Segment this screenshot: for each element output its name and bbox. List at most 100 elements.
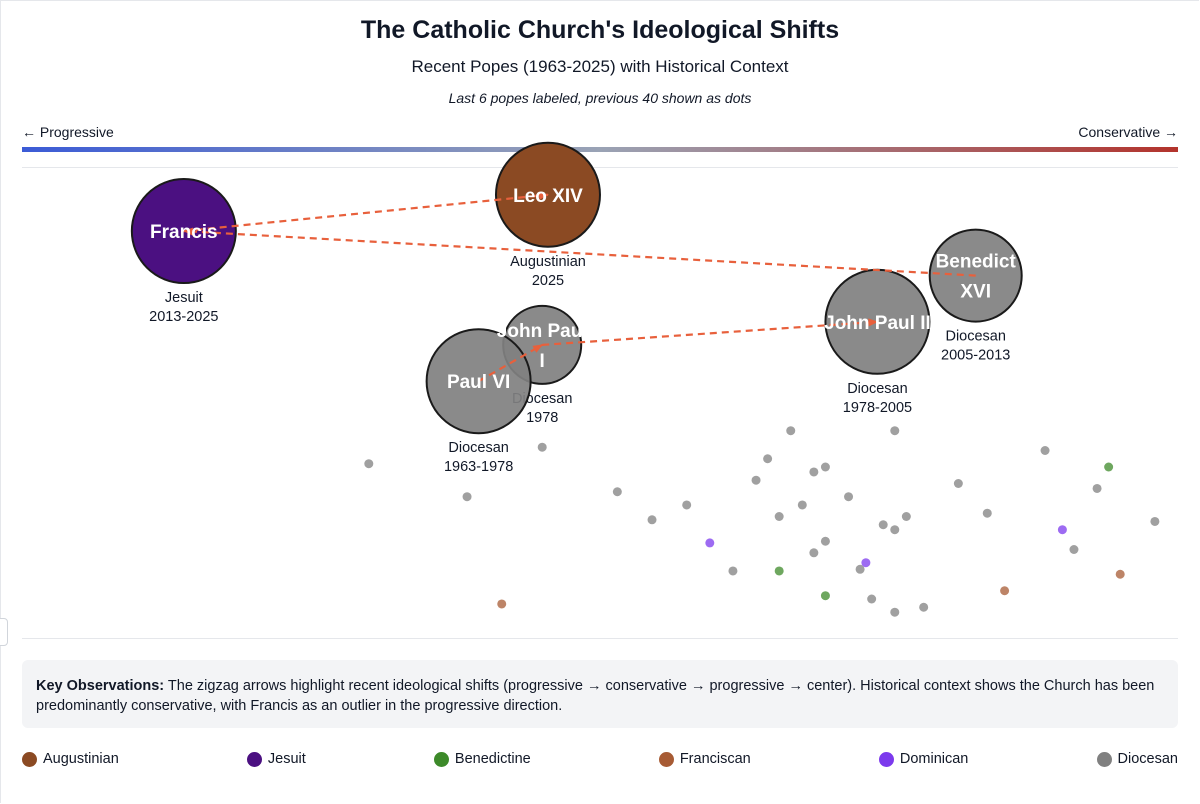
shift-arrows	[182, 191, 976, 383]
pope-name-francis: Francis	[150, 222, 218, 243]
legend-item: Diocesan	[1096, 751, 1178, 767]
pope-scatter-chart: Jesuit 2013-2025 Augustinian 2025 Diocesan 20…	[130, 141, 1160, 617]
historical-pope-dot	[953, 479, 963, 488]
historical-pope-dot	[497, 599, 507, 609]
shift-arrow	[478, 343, 544, 383]
legend-item: Franciscan	[658, 751, 751, 767]
legend-item: Jesuit	[246, 751, 306, 767]
historical-pope-dot	[844, 492, 854, 502]
historical-pope-dot	[1069, 545, 1079, 554]
historical-pope-dot	[1057, 525, 1067, 535]
historical-pope-dot	[861, 558, 871, 568]
historical-pope-dot	[820, 462, 830, 472]
historical-pope-dot	[647, 515, 657, 525]
historical-pope-dot	[809, 467, 819, 477]
pope-name-benedict-xvi: Benedict	[936, 252, 1017, 273]
pope-years-label: 2005-2013	[941, 348, 1010, 364]
historical-pope-dot	[763, 454, 773, 464]
historical-pope-dot	[855, 564, 865, 574]
pope-years-label: 1978	[526, 410, 558, 426]
legend-label: Franciscan	[679, 751, 751, 767]
legend-label: Jesuit	[267, 751, 306, 767]
shift-arrow	[183, 191, 549, 233]
window-edge-handle[interactable]	[0, 618, 8, 646]
legend-item: Augustinian	[22, 751, 119, 767]
pope-name-john-paul-i: John Paul	[497, 321, 588, 342]
pope-years-label: 2025	[532, 273, 564, 289]
pope-years-label: 1978-2005	[843, 400, 912, 416]
historical-pope-dot	[682, 500, 692, 510]
legend-swatch-icon	[1096, 751, 1112, 767]
historical-pope-dot	[705, 538, 715, 548]
historical-pope-dot	[890, 525, 900, 535]
pope-order-label: Diocesan	[945, 329, 1005, 345]
pope-names: Francis Leo XIV Benedict XVI John Paul II Joh…	[150, 186, 1016, 393]
legend-swatch-icon	[22, 751, 37, 767]
pope-name-leo-xiv: Leo XIV	[513, 186, 583, 207]
historical-pope-dot	[462, 492, 472, 502]
legend-swatch-icon	[878, 751, 894, 767]
historical-pope-dot	[1104, 462, 1114, 472]
pope-order-label: Diocesan	[448, 440, 508, 456]
observations-heading: Key Observations:	[36, 678, 165, 694]
historical-pope-dot	[612, 487, 622, 497]
pope-labels: Jesuit 2013-2025 Augustinian 2025 Diocesan 20…	[149, 254, 1010, 475]
historical-pope-dot	[786, 426, 796, 436]
pope-name-paul-vi: Paul VI	[447, 372, 510, 393]
shift-arrow	[542, 318, 879, 346]
pope-order-label: Jesuit	[165, 290, 203, 306]
legend-item: Benedictine	[433, 751, 531, 767]
key-observations-box: Key Observations: The zigzag arrows high…	[22, 660, 1178, 728]
order-legend: Augustinian Jesuit Benedictine Franciscan Do…	[22, 749, 1178, 769]
chart-bottom-divider	[22, 638, 1178, 639]
historical-pope-dot	[774, 566, 784, 576]
historical-pope-dot	[867, 594, 877, 604]
legend-label: Augustinian	[43, 751, 119, 767]
legend-label: Diocesan	[1117, 751, 1178, 767]
historical-pope-dot	[820, 591, 830, 601]
historical-pope-dot	[1092, 483, 1102, 493]
legend-swatch-icon	[246, 751, 262, 767]
chart-title: The Catholic Church's Ideological Shifts	[360, 16, 840, 44]
historical-pope-dot	[1115, 569, 1125, 579]
observations-text: The zigzag arrows highlight recent ideol…	[36, 678, 1155, 714]
historical-pope-dot	[1000, 586, 1010, 596]
historical-pope-dot	[901, 512, 911, 521]
historical-pope-dot	[890, 426, 900, 436]
historical-pope-dot	[751, 475, 761, 485]
ideology-gradient-bar	[22, 147, 1178, 152]
historical-pope-dot	[1150, 516, 1160, 526]
historical-pope-dot	[809, 548, 819, 558]
historical-pope-dot	[919, 602, 929, 612]
pope-years-label: 1963-1978	[444, 459, 513, 475]
historical-pope-dot	[537, 442, 547, 452]
pope-name-john-paul-i: I	[540, 351, 545, 372]
shift-arrow	[182, 227, 976, 277]
pope-name-john-paul-ii: John Paul II	[824, 313, 931, 334]
pope-years-label: 2013-2025	[149, 309, 218, 325]
historical-pope-dot	[820, 536, 830, 546]
legend-swatch-icon	[433, 751, 449, 767]
historical-dots	[364, 426, 1160, 617]
historical-pope-dot	[1040, 446, 1050, 455]
legend-label: Dominican	[899, 751, 969, 767]
chart-top-divider	[22, 167, 1178, 168]
legend-swatch-icon	[658, 751, 674, 767]
legend-label: Benedictine	[454, 751, 531, 767]
legend-item: Dominican	[878, 751, 969, 767]
historical-pope-dot	[878, 520, 888, 530]
axis-label-conservative: Conservative →	[1078, 124, 1178, 140]
chart-subtitle: Recent Popes (1963-2025) with Historical…	[411, 57, 789, 76]
pope-order-label: Augustinian	[510, 254, 586, 270]
historical-pope-dot	[982, 508, 992, 518]
pope-order-label: Diocesan	[847, 381, 907, 397]
historical-pope-dot	[774, 512, 784, 521]
historical-pope-dot	[797, 500, 807, 510]
historical-pope-dot	[890, 607, 900, 617]
historical-pope-dot	[364, 459, 374, 469]
pope-name-benedict-xvi: XVI	[960, 282, 991, 303]
chart-note: Last 6 popes labeled, previous 40 shown …	[448, 90, 752, 106]
axis-label-progressive: ← Progressive	[22, 124, 114, 140]
historical-pope-dot	[728, 566, 738, 576]
